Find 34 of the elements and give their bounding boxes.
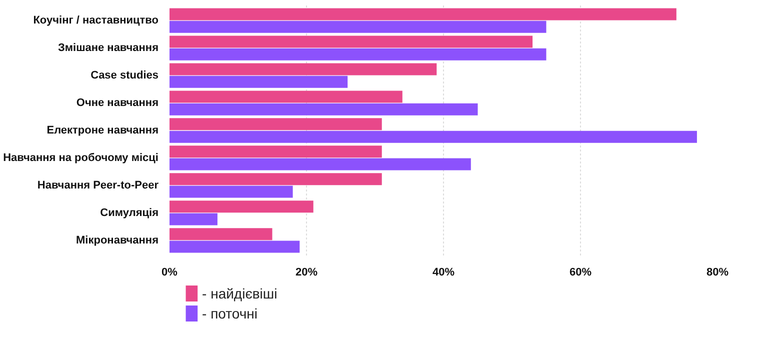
x-tick-label: 80% [706, 266, 729, 278]
bar [170, 8, 676, 20]
bar [170, 118, 382, 130]
legend-label: - найдієвіші [202, 286, 278, 302]
bar [170, 158, 471, 170]
y-tick-label: Симуляція [100, 206, 159, 219]
bar [170, 213, 218, 226]
x-tick-label: 40% [432, 266, 455, 278]
y-tick-label: Case studies [90, 70, 159, 82]
x-tick-label: 60% [569, 266, 592, 278]
y-tick-label: Змішане навчання [58, 42, 159, 54]
bar [170, 48, 546, 60]
y-tick-label: Мікронавчання [76, 234, 159, 246]
y-tick-label: Електроне навчання [46, 124, 159, 136]
y-tick-label: Навчання Peer-to-Peer [37, 179, 160, 192]
bar [170, 36, 533, 48]
bar [170, 173, 382, 186]
y-tick-label: Коучінг / наставництво [33, 14, 159, 27]
y-tick-label: Навчання на робочому місці [3, 152, 159, 164]
x-tick-label: 20% [295, 266, 318, 278]
y-tick-label: Очне навчання [76, 97, 158, 110]
x-tick-label: 0% [162, 266, 178, 278]
bar [170, 76, 348, 88]
bar [170, 146, 382, 158]
bar [170, 20, 546, 33]
bar [170, 63, 437, 76]
bar [170, 240, 300, 253]
legend-label: - поточні [202, 306, 258, 322]
bar [170, 228, 272, 240]
bar [170, 200, 314, 213]
bar [170, 130, 697, 143]
bar [170, 103, 478, 116]
bar [170, 186, 293, 198]
bar [170, 90, 402, 103]
